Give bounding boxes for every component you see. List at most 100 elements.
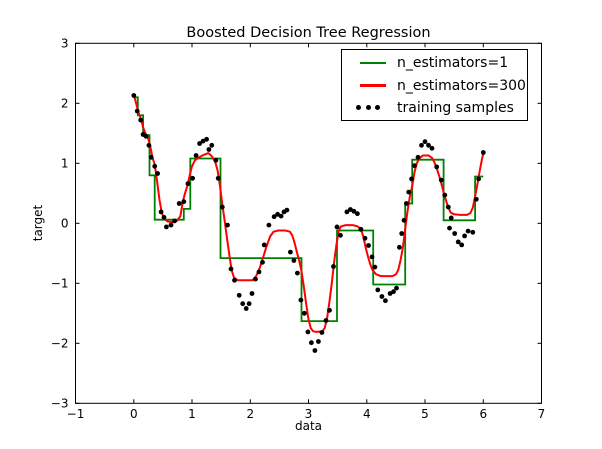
scatter-point bbox=[131, 93, 137, 98]
scatter-point bbox=[375, 287, 381, 293]
x-tick-label: 1 bbox=[188, 407, 196, 421]
scatter-point bbox=[470, 229, 476, 235]
scatter-point bbox=[232, 277, 237, 283]
scatter-point bbox=[143, 133, 149, 139]
legend-item-estimators-300: n_estimators=300 bbox=[351, 74, 527, 96]
legend-label: n_estimators=1 bbox=[397, 55, 509, 72]
x-tick-label: 5 bbox=[421, 407, 429, 421]
x-tick-label: 7 bbox=[538, 407, 546, 421]
scatter-point bbox=[366, 243, 371, 248]
scatter-point bbox=[209, 142, 215, 148]
x-tick-label: 6 bbox=[479, 407, 487, 421]
y-tick-label: −3 bbox=[51, 397, 69, 411]
x-tick-label: 4 bbox=[363, 407, 371, 421]
scatter-point bbox=[419, 142, 424, 148]
scatter-point bbox=[404, 201, 409, 206]
scatter-point bbox=[158, 209, 164, 215]
scatter-point bbox=[372, 264, 378, 270]
scatter-point bbox=[243, 306, 249, 311]
scatter-point bbox=[369, 254, 375, 260]
scatter-point bbox=[148, 154, 154, 160]
scatter-point bbox=[362, 235, 368, 241]
scatter-point bbox=[401, 217, 407, 223]
scatter-point bbox=[164, 224, 169, 230]
scatter-point bbox=[426, 142, 431, 148]
scatter-point bbox=[155, 171, 161, 176]
scatter-point bbox=[312, 348, 318, 353]
x-tick-label: −1 bbox=[67, 407, 85, 421]
scatter-point bbox=[394, 285, 399, 291]
scatter-point bbox=[219, 204, 225, 210]
scatter-point bbox=[185, 181, 191, 187]
scatter-point bbox=[146, 142, 152, 148]
scatter-point bbox=[442, 192, 448, 198]
scatter-point bbox=[452, 231, 458, 236]
y-tick-label: 2 bbox=[61, 97, 69, 111]
scatter-point bbox=[459, 242, 465, 248]
scatter-point bbox=[261, 242, 267, 248]
scatter-point bbox=[176, 201, 182, 206]
scatter-point bbox=[253, 276, 258, 282]
y-tick-label: 1 bbox=[61, 157, 69, 171]
y-tick-label: 0 bbox=[61, 217, 69, 231]
scatter-point bbox=[298, 297, 304, 303]
scatter-point bbox=[406, 189, 412, 195]
scatter-point bbox=[213, 157, 219, 163]
legend: n_estimators=1 n_estimators=300 training… bbox=[341, 49, 528, 121]
scatter-point bbox=[399, 231, 405, 236]
scatter-point bbox=[473, 196, 479, 202]
scatter-point bbox=[358, 226, 364, 232]
scatter-point bbox=[288, 249, 293, 255]
scatter-point bbox=[138, 117, 144, 123]
scatter-point bbox=[334, 224, 340, 230]
scatter-point bbox=[476, 176, 481, 182]
green-line-sample bbox=[351, 62, 389, 65]
scatter-dots-icon bbox=[356, 105, 385, 111]
scatter-point bbox=[193, 153, 199, 158]
scatter-point bbox=[305, 329, 311, 335]
scatter-point bbox=[351, 208, 357, 214]
scatter-point bbox=[331, 264, 336, 269]
scatter-point bbox=[172, 218, 177, 224]
scatter-point bbox=[344, 209, 350, 215]
scatter-point bbox=[397, 244, 402, 250]
scatter-point bbox=[190, 175, 196, 181]
scatter-dots-sample bbox=[351, 105, 389, 111]
y-tick-label: 3 bbox=[61, 37, 69, 51]
scatter-point bbox=[236, 292, 242, 298]
scatter-point bbox=[462, 233, 467, 239]
scatter-point bbox=[215, 175, 221, 181]
legend-label: training samples bbox=[397, 99, 514, 116]
scatter-point bbox=[246, 301, 252, 307]
scatter-point bbox=[309, 340, 314, 346]
scatter-point bbox=[302, 310, 307, 316]
scatter-point bbox=[429, 145, 435, 151]
scatter-point bbox=[225, 222, 230, 228]
scatter-point bbox=[480, 150, 486, 155]
legend-label: n_estimators=300 bbox=[397, 77, 526, 94]
y-tick-label: −1 bbox=[51, 277, 69, 291]
scatter-point bbox=[445, 204, 451, 210]
scatter-point bbox=[284, 207, 290, 213]
legend-item-estimators-1: n_estimators=1 bbox=[351, 52, 527, 74]
scatter-point bbox=[256, 269, 262, 275]
scatter-point bbox=[323, 318, 329, 323]
y-tick-label: −2 bbox=[51, 337, 69, 351]
scatter-point bbox=[161, 214, 167, 220]
scatter-point bbox=[291, 258, 297, 263]
scatter-point bbox=[412, 163, 417, 169]
x-axis-label: data bbox=[294, 419, 323, 433]
scatter-point bbox=[134, 108, 140, 114]
scatter-point bbox=[379, 294, 385, 299]
scatter-point bbox=[204, 136, 210, 142]
scatter-point bbox=[278, 213, 284, 219]
scatter-point bbox=[415, 154, 421, 160]
green-step-line bbox=[133, 96, 484, 322]
scatter-point bbox=[240, 301, 246, 307]
scatter-point bbox=[197, 141, 203, 146]
scatter-point bbox=[434, 164, 440, 170]
scatter-point bbox=[438, 177, 444, 183]
scatter-point bbox=[448, 215, 454, 221]
